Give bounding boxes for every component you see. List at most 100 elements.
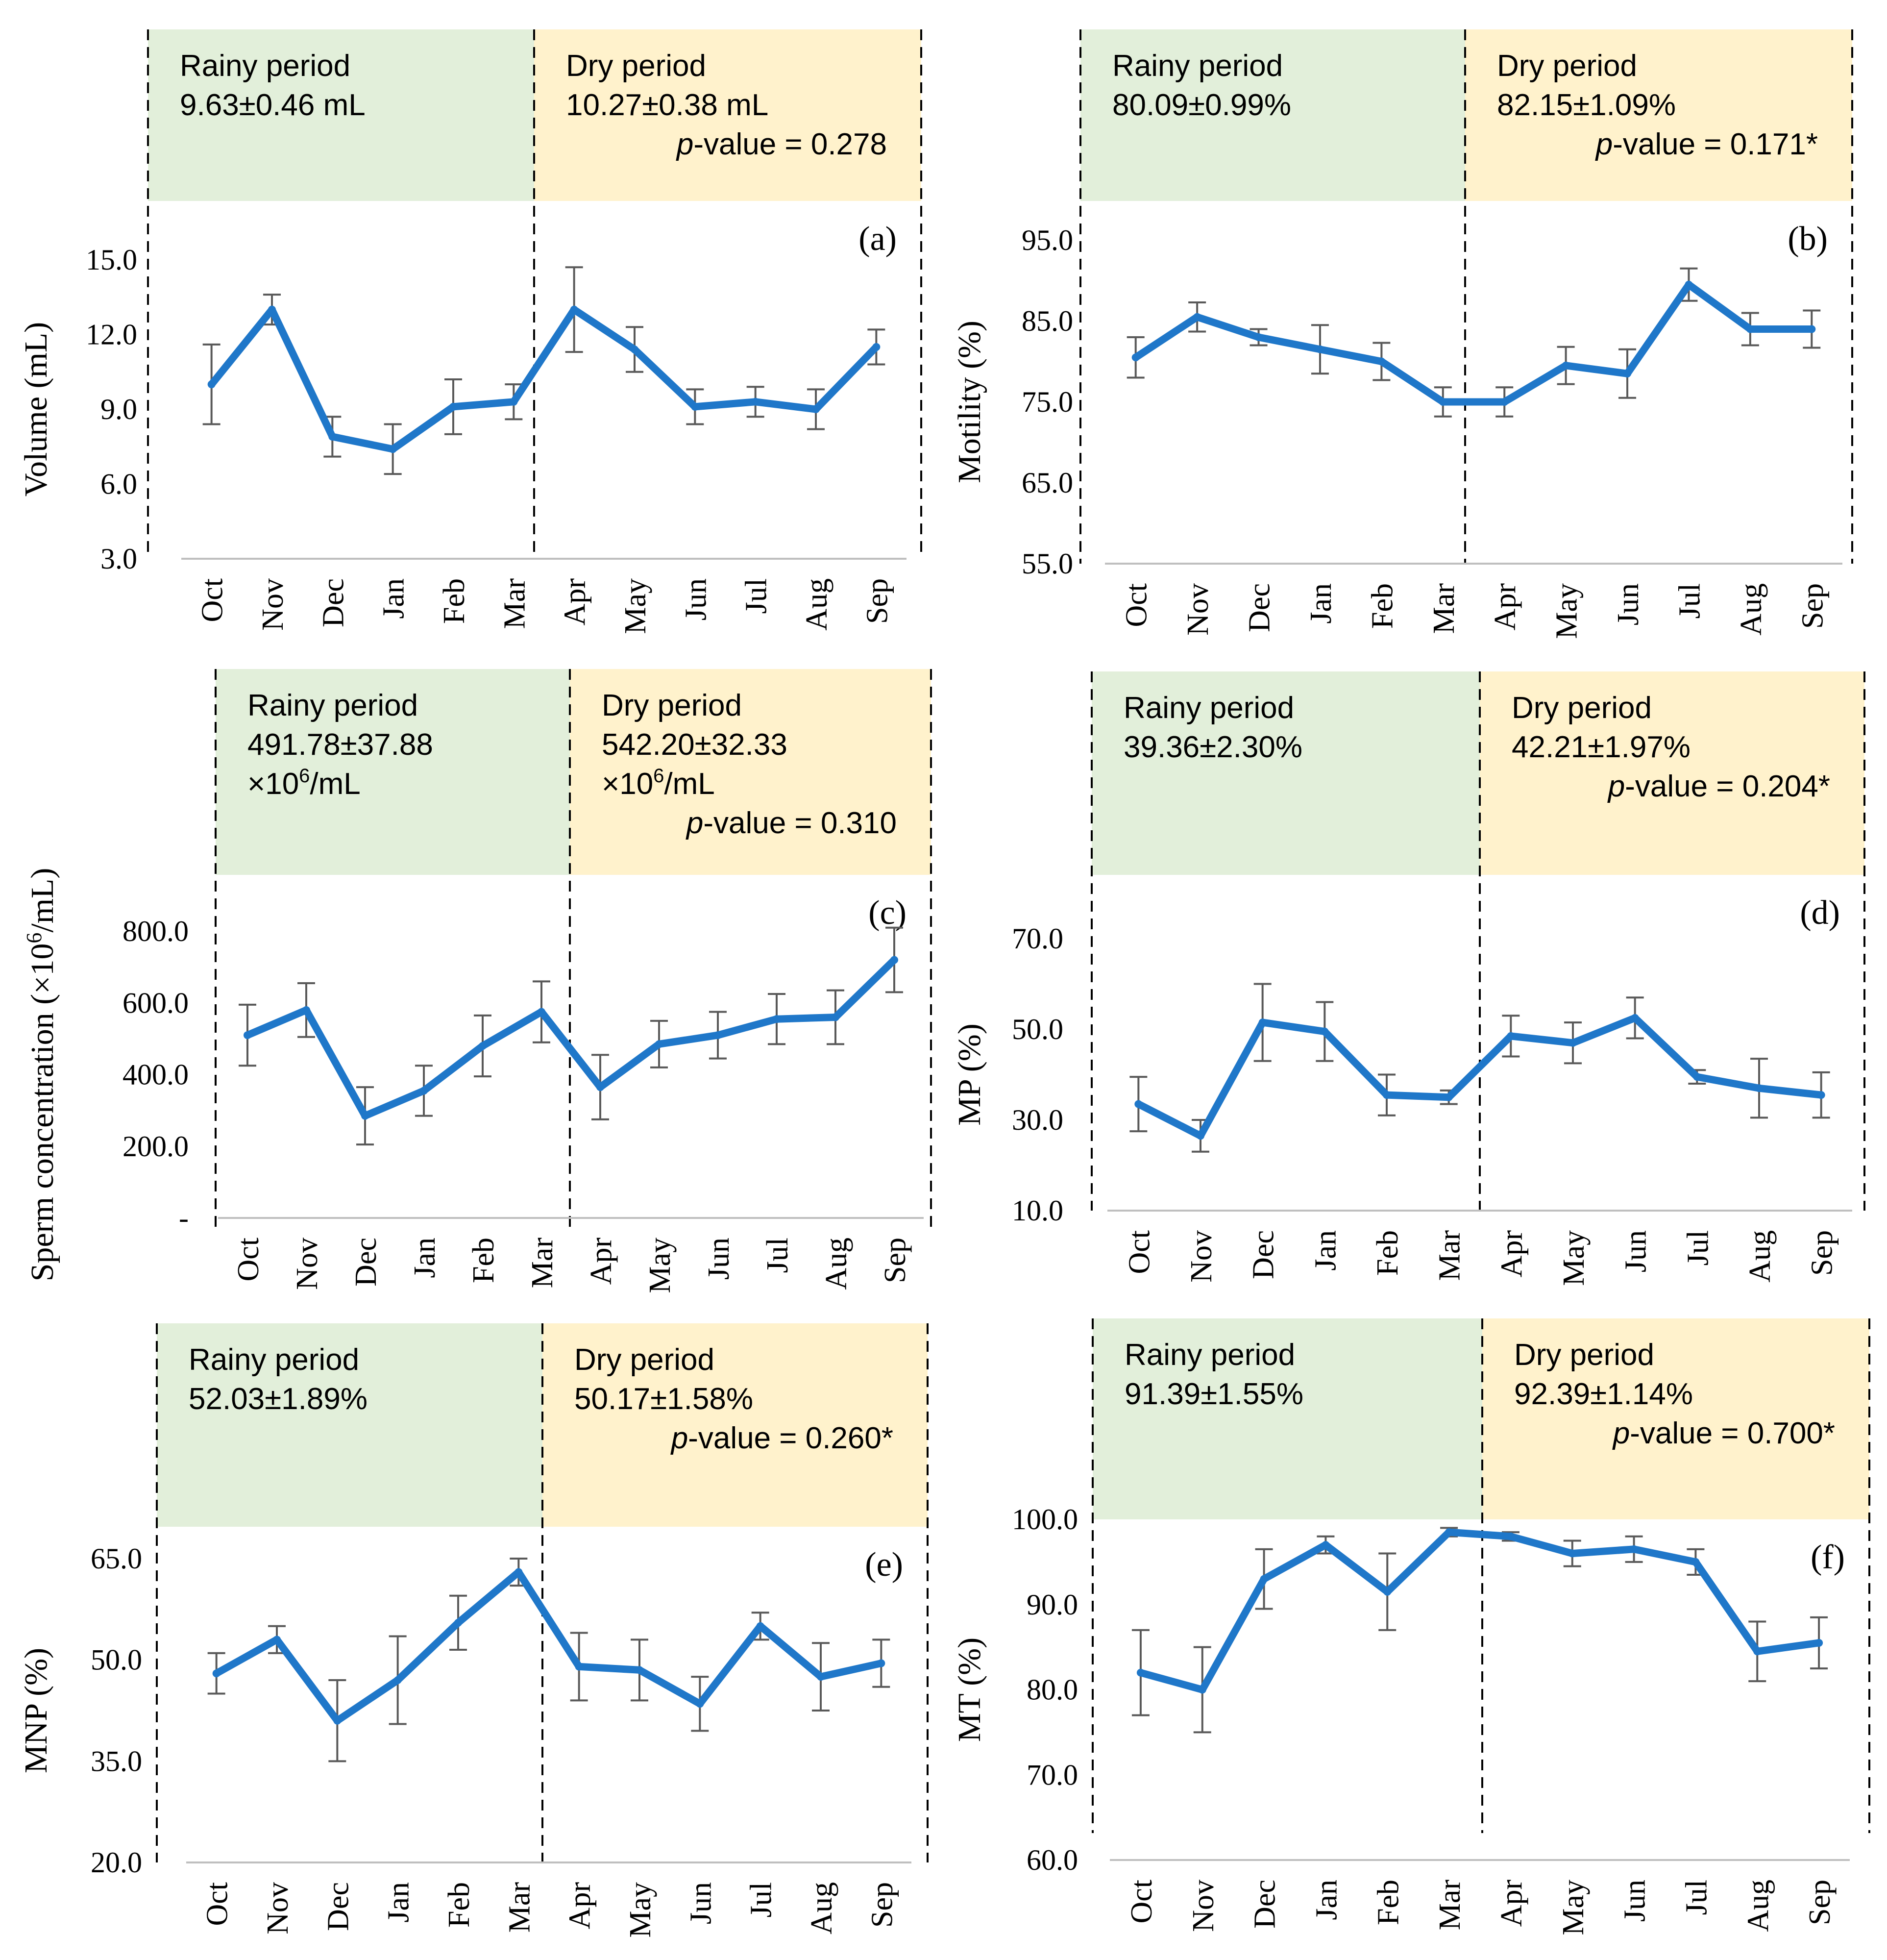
rainy-period-mean: 39.36±2.30% — [1124, 730, 1302, 764]
y-tick-label: 50.0 — [91, 1644, 142, 1676]
rainy-period-unit: ×106/mL — [247, 765, 361, 801]
p-value-label: p-value = 0.310 — [686, 806, 897, 840]
data-point — [1445, 1093, 1453, 1101]
unit-suffix: /mL — [310, 767, 360, 801]
data-point — [696, 1700, 704, 1708]
rainy-period-band — [1092, 671, 1480, 875]
x-tick-label: Apr — [564, 1882, 597, 1930]
data-point — [1260, 1575, 1268, 1583]
series-line — [244, 956, 898, 1120]
dry-period-band — [1482, 1318, 1869, 1519]
dry-period-mean: 10.27±0.38 mL — [566, 88, 768, 122]
data-point — [714, 1031, 722, 1040]
series-line — [1137, 1528, 1823, 1693]
dry-period-label: Dry period — [602, 689, 742, 722]
y-tick-label: 80.0 — [1027, 1674, 1078, 1706]
y-tick-label: 9.0 — [100, 393, 137, 425]
x-tick-label: Feb — [467, 1238, 500, 1283]
y-tick-label: 200.0 — [123, 1130, 189, 1163]
data-point — [1630, 1545, 1638, 1553]
x-tick-label: Feb — [1372, 1880, 1405, 1925]
data-point — [1568, 1549, 1576, 1558]
dry-period-label: Dry period — [1512, 691, 1652, 725]
y-axis-label: Motility (%) — [952, 321, 987, 483]
rainy-period-band — [148, 29, 534, 201]
x-tick-label: Sep — [1796, 583, 1829, 629]
x-tick-label: Sep — [1806, 1230, 1839, 1276]
p-value-text: -value = 0.204* — [1625, 769, 1830, 803]
data-point — [454, 1618, 462, 1627]
y-axis-label: Sperm concentration (×106/mL) — [22, 868, 60, 1282]
x-tick-label: May — [624, 1882, 657, 1938]
dry-period-mean: 82.15±1.09% — [1497, 88, 1676, 122]
data-point — [1755, 1084, 1763, 1092]
p-value-text: -value = 0.700* — [1630, 1416, 1835, 1450]
x-tick-label: Oct — [1120, 583, 1153, 627]
x-tick-label: Jul — [761, 1238, 794, 1273]
x-tick-label: May — [619, 578, 652, 634]
x-tick-label: Oct — [201, 1882, 234, 1926]
x-tick-label: May — [1550, 583, 1584, 639]
p-value-italic-p: p — [1612, 1416, 1630, 1450]
y-axis-label-text: Sperm concentration (×10 — [25, 943, 60, 1282]
dry-period-label: Dry period — [1514, 1338, 1654, 1372]
data-point — [1507, 1032, 1515, 1040]
dry-period-mean: 92.39±1.14% — [1514, 1377, 1693, 1411]
y-tick-label: 12.0 — [86, 319, 137, 351]
rainy-period-band — [157, 1323, 542, 1527]
y-tick-label: 50.0 — [1012, 1013, 1063, 1045]
x-tick-label: Feb — [442, 1882, 476, 1928]
data-point — [1746, 325, 1754, 333]
y-tick-label: 15.0 — [86, 244, 137, 276]
y-axis-label-text: Volume (mL) — [18, 322, 54, 496]
x-tick-label: Jun — [679, 578, 712, 620]
y-tick-label: 800.0 — [123, 915, 189, 947]
data-point — [510, 397, 518, 406]
data-point — [1506, 1532, 1515, 1540]
x-tick-label: Mar — [526, 1238, 559, 1289]
data-point — [389, 445, 397, 453]
x-tick-label: Oct — [1125, 1880, 1158, 1924]
y-axis-label: MNP (%) — [18, 1648, 54, 1773]
p-value-label: p-value = 0.700* — [1612, 1416, 1835, 1450]
x-tick-label: Mar — [498, 578, 531, 629]
x-tick-label: Apr — [585, 1238, 618, 1285]
x-tick-label: Apr — [1489, 583, 1522, 631]
data-point — [207, 380, 216, 389]
y-tick-label: 70.0 — [1027, 1759, 1078, 1791]
data-point — [812, 405, 820, 413]
data-point — [1439, 398, 1447, 406]
x-tick-label: Mar — [1433, 1880, 1467, 1931]
x-tick-label: Sep — [879, 1238, 912, 1283]
x-tick-label: Aug — [805, 1882, 838, 1935]
y-tick-label: 60.0 — [1027, 1844, 1078, 1876]
x-tick-label: Apr — [559, 578, 592, 626]
unit-superscript: 6 — [299, 765, 310, 787]
data-point — [1445, 1528, 1453, 1537]
data-point — [1817, 1091, 1825, 1099]
rainy-period-label: Rainy period — [247, 689, 418, 722]
data-point — [1383, 1091, 1391, 1099]
chart-panel-f: Rainy period 91.39±1.55% Dry period 92.39±1… — [952, 1318, 1870, 1935]
data-point — [817, 1673, 825, 1681]
data-point — [655, 1040, 663, 1048]
data-point — [333, 1716, 342, 1725]
data-point — [877, 1659, 885, 1667]
data-point — [1808, 325, 1816, 333]
data-point — [479, 1042, 487, 1050]
data-point — [393, 1676, 402, 1684]
x-tick-label: Jul — [1681, 1230, 1715, 1265]
x-tick-label: Dec — [1243, 583, 1276, 632]
y-axis-label: MP (%) — [952, 1023, 987, 1125]
rainy-period-band — [1093, 1318, 1482, 1519]
data-point — [1134, 1100, 1143, 1108]
p-value-italic-p: p — [686, 806, 703, 840]
dry-period-band — [1465, 29, 1852, 201]
rainy-period-label: Rainy period — [1124, 691, 1294, 725]
x-tick-label: Jan — [1309, 1230, 1342, 1271]
x-tick-label: Jun — [702, 1238, 735, 1280]
y-axis-label-text: Motility (%) — [952, 321, 987, 483]
x-tick-label: May — [643, 1238, 677, 1293]
panel-label: (e) — [865, 1546, 903, 1584]
